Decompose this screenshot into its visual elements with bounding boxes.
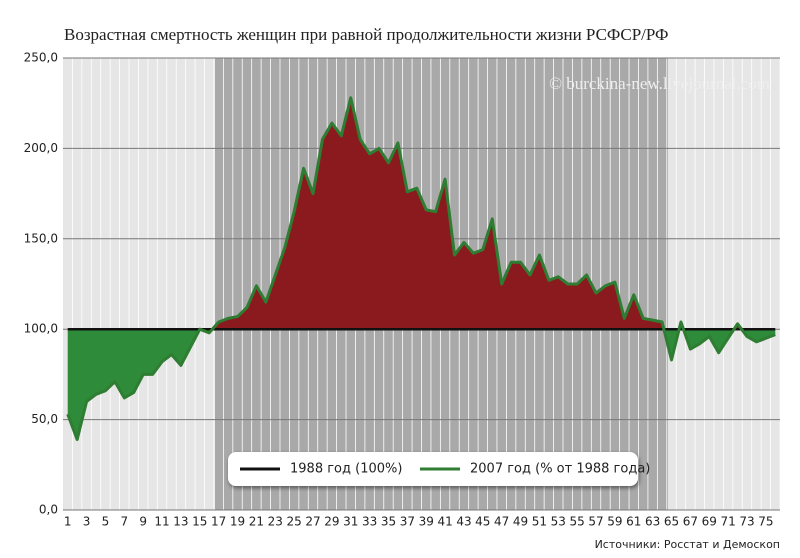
legend-label: 1988 год (100%) <box>290 462 402 477</box>
x-tick-label: 27 <box>305 515 320 529</box>
x-tick-label: 73 <box>739 515 754 529</box>
x-tick-label: 43 <box>456 515 471 529</box>
x-tick-label: 13 <box>173 515 188 529</box>
x-tick-label: 9 <box>139 515 147 529</box>
x-tick-label: 7 <box>121 515 129 529</box>
x-tick-label: 31 <box>343 515 358 529</box>
x-tick-label: 63 <box>645 515 660 529</box>
x-tick-label: 21 <box>249 515 264 529</box>
x-tick-label: 61 <box>626 515 641 529</box>
x-tick-label: 51 <box>532 515 547 529</box>
chart-title: Возрастная смертность женщин при равной … <box>64 25 668 44</box>
x-tick-label: 25 <box>286 515 301 529</box>
x-tick-label: 45 <box>475 515 490 529</box>
source: Источники: Росстат и Демоскоп <box>595 538 780 551</box>
x-tick-label: 29 <box>324 515 339 529</box>
x-tick-label: 17 <box>211 515 226 529</box>
x-tick-label: 35 <box>381 515 396 529</box>
x-tick-label: 53 <box>551 515 566 529</box>
x-tick-label: 71 <box>720 515 735 529</box>
y-tick-label: 150,0 <box>24 231 58 245</box>
y-tick-label: 50,0 <box>31 412 58 426</box>
x-tick-label: 67 <box>683 515 698 529</box>
x-tick-label: 47 <box>494 515 509 529</box>
watermark: © burckina-new.livejournal.com <box>549 74 770 93</box>
x-tick-label: 37 <box>400 515 415 529</box>
x-tick-label: 69 <box>702 515 717 529</box>
x-tick-label: 23 <box>268 515 283 529</box>
y-tick-label: 250,0 <box>24 51 58 65</box>
x-tick-label: 65 <box>664 515 679 529</box>
x-tick-label: 11 <box>154 515 169 529</box>
x-tick-label: 3 <box>83 515 91 529</box>
x-tick-label: 19 <box>230 515 245 529</box>
x-tick-label: 55 <box>570 515 585 529</box>
series-line <box>66 96 776 441</box>
x-tick-label: 5 <box>102 515 110 529</box>
x-tick-label: 59 <box>607 515 622 529</box>
y-tick-label: 200,0 <box>24 141 58 155</box>
area-below <box>67 329 776 440</box>
x-tick-label: 15 <box>192 515 207 529</box>
x-tick-label: 1 <box>64 515 72 529</box>
x-tick-label: 49 <box>513 515 528 529</box>
x-tick-label: 41 <box>437 515 452 529</box>
y-tick-label: 100,0 <box>24 322 58 336</box>
x-tick-label: 39 <box>419 515 434 529</box>
y-tick-label: 0,0 <box>39 503 58 517</box>
x-tick-label: 33 <box>362 515 377 529</box>
legend-label: 2007 год (% от 1988 года) <box>470 462 650 477</box>
area-above <box>67 97 776 330</box>
x-tick-label: 57 <box>588 515 603 529</box>
x-tick-label: 75 <box>758 515 773 529</box>
